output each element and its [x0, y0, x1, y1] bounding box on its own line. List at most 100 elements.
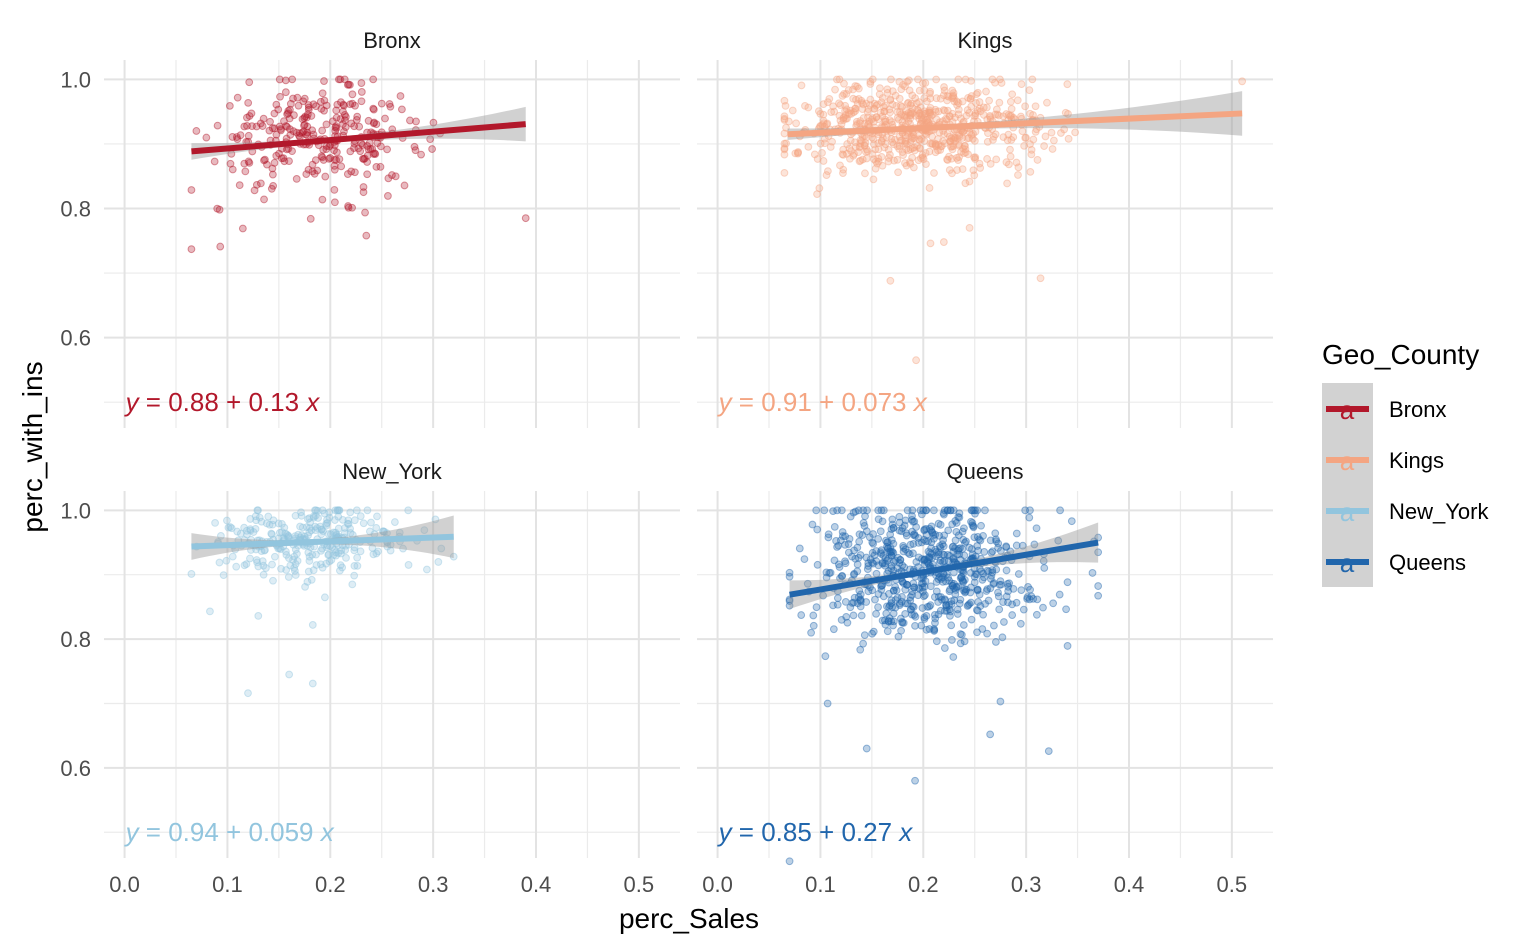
data-point	[280, 157, 289, 166]
data-point	[946, 611, 954, 620]
data-point	[870, 99, 879, 108]
data-point	[849, 94, 858, 103]
data-point	[909, 517, 917, 526]
data-point	[285, 114, 294, 123]
data-point	[311, 511, 320, 520]
data-point	[883, 542, 891, 551]
data-point	[302, 523, 311, 531]
regression-line-bronx	[191, 121, 526, 155]
data-point	[252, 516, 261, 525]
data-point	[1023, 593, 1032, 601]
data-point	[885, 614, 894, 623]
data-point	[978, 575, 987, 584]
data-point	[868, 133, 877, 142]
data-point	[954, 110, 963, 119]
data-point	[921, 109, 929, 118]
data-point	[926, 601, 935, 610]
data-point	[286, 561, 295, 570]
data-point	[978, 625, 987, 633]
data-point	[324, 550, 333, 559]
data-point	[883, 538, 891, 547]
data-point	[922, 160, 930, 169]
data-point	[306, 214, 315, 223]
data-point	[780, 144, 789, 153]
data-point	[899, 579, 908, 588]
data-point	[860, 522, 869, 530]
data-point	[833, 600, 842, 609]
data-point	[948, 145, 957, 154]
data-point	[872, 113, 881, 122]
data-point	[340, 529, 349, 538]
data-point	[959, 621, 968, 629]
data-point	[964, 134, 973, 142]
data-point	[934, 575, 943, 583]
data-point	[812, 603, 821, 612]
data-point	[320, 509, 329, 518]
data-point	[906, 596, 915, 605]
data-point	[901, 111, 910, 119]
data-point	[931, 139, 940, 148]
data-point	[899, 542, 908, 550]
data-point	[943, 551, 952, 559]
data-point	[934, 610, 943, 619]
data-point	[939, 238, 948, 246]
data-point	[982, 587, 991, 595]
data-point	[250, 186, 259, 195]
data-point	[361, 208, 369, 217]
data-point	[967, 77, 975, 85]
data-point	[344, 516, 353, 525]
data-point	[949, 135, 958, 144]
data-point	[381, 114, 389, 123]
data-point	[845, 144, 854, 153]
data-point	[977, 521, 985, 530]
data-point	[908, 527, 916, 536]
data-point	[843, 140, 852, 148]
data-point	[279, 154, 288, 163]
data-point	[854, 506, 863, 515]
data-point	[957, 114, 965, 123]
data-point	[362, 231, 371, 240]
data-point	[322, 145, 331, 153]
data-point	[943, 96, 952, 105]
data-point	[366, 144, 375, 153]
data-point	[895, 141, 904, 150]
data-point	[947, 134, 956, 143]
data-point	[357, 88, 366, 96]
data-point	[290, 563, 299, 572]
data-point	[945, 112, 954, 121]
data-point	[288, 147, 296, 156]
data-point	[332, 122, 340, 131]
data-point	[855, 530, 864, 539]
data-point	[906, 540, 915, 549]
data-point	[943, 506, 952, 515]
data-point	[945, 152, 953, 161]
data-point	[883, 85, 892, 94]
data-point	[856, 119, 864, 128]
data-point	[925, 553, 933, 561]
data-point	[317, 105, 326, 113]
data-point	[884, 145, 893, 154]
data-point	[965, 600, 974, 608]
data-point	[852, 117, 861, 126]
data-point	[302, 113, 311, 122]
data-point	[1063, 80, 1072, 89]
data-point	[851, 138, 859, 147]
data-point	[887, 547, 895, 556]
x-tick-label: 0.5	[624, 872, 655, 897]
data-point	[1020, 141, 1029, 150]
data-point	[971, 155, 979, 163]
data-point	[819, 110, 828, 119]
data-point	[921, 79, 930, 87]
data-point	[302, 170, 311, 179]
data-point	[187, 570, 196, 578]
data-point	[907, 132, 916, 141]
data-point	[918, 555, 926, 563]
data-point	[920, 613, 929, 622]
data-point	[312, 550, 320, 559]
data-point	[839, 116, 848, 124]
data-point	[356, 147, 365, 156]
data-point	[932, 587, 941, 596]
data-point	[841, 101, 850, 110]
data-point	[866, 101, 874, 109]
data-point	[305, 524, 314, 532]
